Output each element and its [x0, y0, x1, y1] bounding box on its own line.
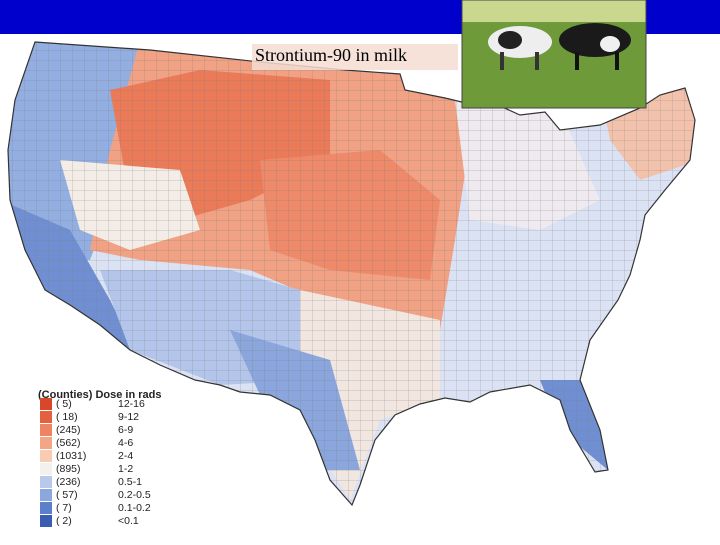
- legend-swatch: [40, 502, 52, 514]
- legend-range: 12-16: [118, 398, 145, 410]
- legend-range: 0.1-0.2: [118, 502, 151, 514]
- legend-swatch: [40, 463, 52, 475]
- legend-swatch: [40, 424, 52, 436]
- legend-count: (562): [56, 437, 81, 449]
- legend-range: 1-2: [118, 463, 133, 475]
- legend-swatch: [40, 515, 52, 527]
- legend-swatch: [40, 437, 52, 449]
- legend-range: 0.5-1: [118, 476, 142, 488]
- legend-count: (245): [56, 424, 81, 436]
- legend-swatch: [40, 450, 52, 462]
- legend-swatch: [40, 489, 52, 501]
- slide-title: Strontium-90 in milk: [255, 45, 407, 65]
- legend-range: 0.2-0.5: [118, 489, 151, 501]
- legend-swatch: [40, 411, 52, 423]
- legend-swatch: [40, 398, 52, 410]
- legend-range: 9-12: [118, 411, 139, 423]
- legend-range: <0.1: [118, 515, 139, 527]
- legend-count: ( 57): [56, 489, 78, 501]
- cow-photo: [461, 0, 647, 109]
- legend-count: (236): [56, 476, 81, 488]
- legend-range: 4-6: [118, 437, 133, 449]
- legend-count: (895): [56, 463, 81, 475]
- legend-header: (Counties) Dose in rads: [38, 389, 161, 401]
- legend: (Counties) Dose in rads ( 5) 12-16 ( 18) 9-…: [38, 389, 161, 527]
- legend-swatch: [40, 476, 52, 488]
- legend-range: 6-9: [118, 424, 133, 436]
- legend-count: ( 5): [56, 398, 72, 410]
- legend-count: ( 2): [56, 515, 72, 527]
- legend-range: 2-4: [118, 450, 133, 462]
- legend-count: (1031): [56, 450, 86, 462]
- legend-count: ( 18): [56, 411, 78, 423]
- legend-count: ( 7): [56, 502, 72, 514]
- us-outline: [7, 41, 696, 507]
